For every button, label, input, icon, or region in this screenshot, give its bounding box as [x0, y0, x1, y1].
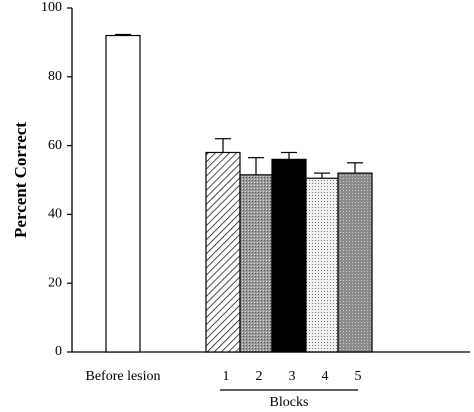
- x-tick-label: 5: [355, 369, 362, 384]
- y-tick-label: 60: [48, 138, 62, 153]
- bar: [239, 174, 273, 353]
- y-tick-label: 20: [48, 275, 62, 290]
- bar: [205, 151, 241, 353]
- bar: [337, 172, 373, 353]
- bar: [305, 177, 339, 353]
- y-axis-label: Percent Correct: [11, 122, 30, 238]
- x-tick-label: 4: [322, 369, 329, 384]
- x-tick-label: Before lesion: [85, 369, 160, 384]
- x-tick-label: 2: [256, 369, 263, 384]
- bar: [105, 34, 141, 353]
- y-tick-label: 100: [41, 0, 62, 15]
- y-tick-label: 0: [55, 344, 62, 359]
- x-tick-label: 1: [223, 369, 230, 384]
- y-tick-label: 80: [48, 69, 62, 84]
- y-tick-label: 40: [48, 207, 62, 222]
- group-label: Blocks: [270, 395, 309, 410]
- bar: [271, 158, 307, 353]
- x-tick-label: 3: [289, 369, 296, 384]
